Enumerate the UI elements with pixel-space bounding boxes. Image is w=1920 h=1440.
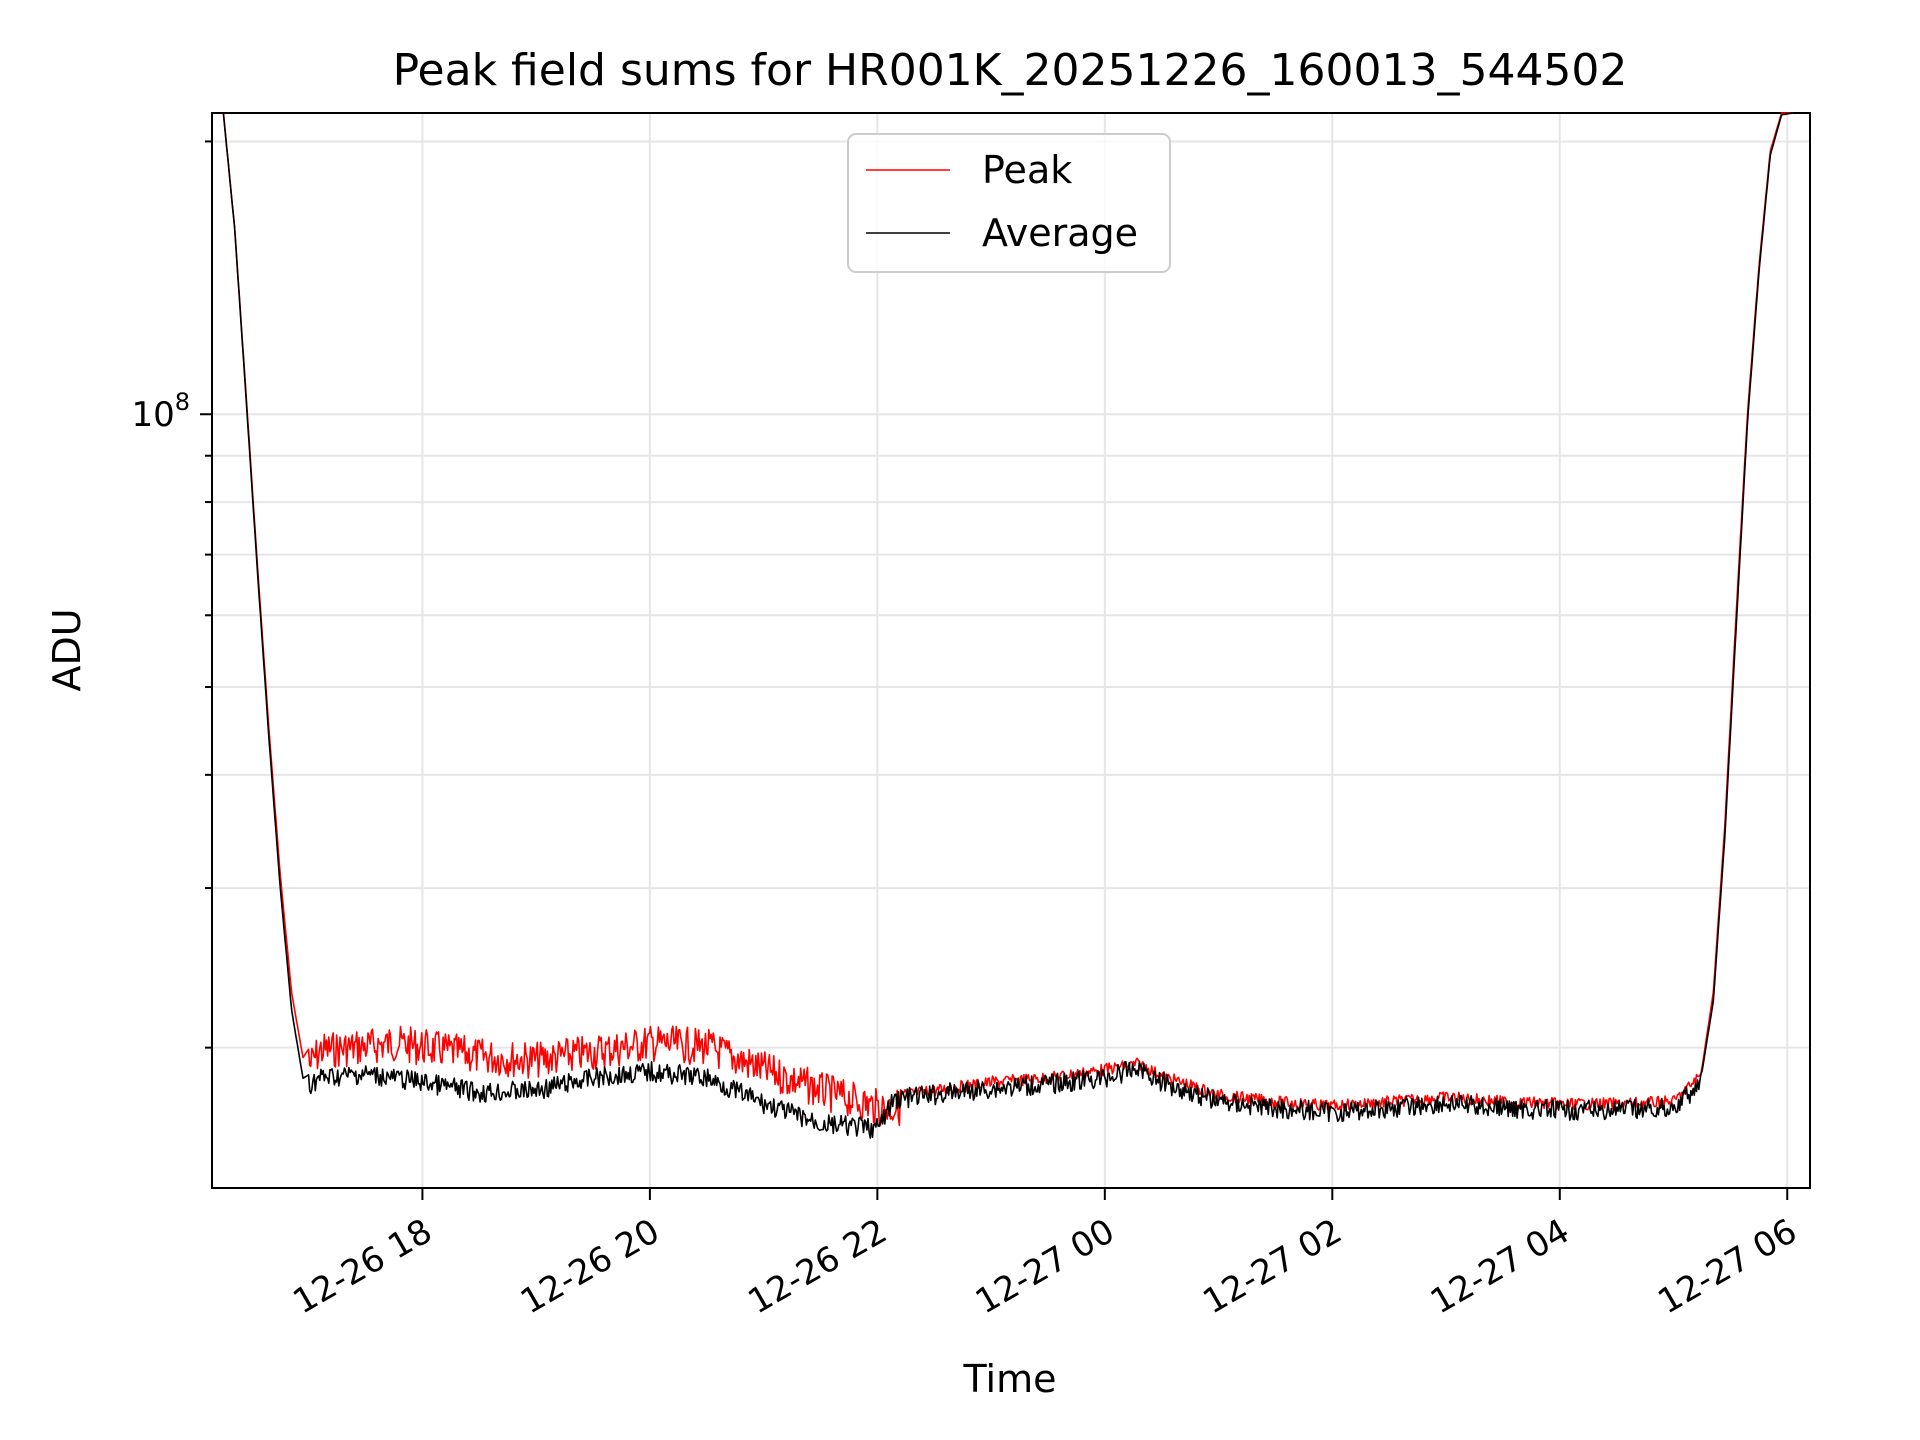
- x-tick-label: 12-26 20: [514, 1211, 666, 1322]
- plot-area-frame: [211, 112, 1811, 1189]
- x-tick-label: 12-26 22: [741, 1211, 893, 1322]
- x-tick-label: 12-27 00: [969, 1211, 1121, 1322]
- y-axis-label: ADU: [45, 608, 89, 691]
- x-tick-label: 12-27 06: [1651, 1211, 1803, 1322]
- x-axis: 12-26 18 12-26 20 12-26 22 12-27 00 12-27 02…: [287, 1188, 1804, 1322]
- chart-title: Peak field sums for HR001K_20251226_1600…: [393, 45, 1628, 96]
- x-tick-label: 12-26 18: [287, 1211, 439, 1322]
- grid: [212, 113, 1810, 1188]
- series-line-peak: [222, 112, 1793, 1127]
- x-axis-label: Time: [963, 1357, 1057, 1401]
- y-tick-label: 108: [131, 388, 190, 435]
- series: [222, 112, 1794, 1139]
- x-tick-label: 12-27 02: [1196, 1211, 1348, 1322]
- legend-label-peak: Peak: [982, 148, 1072, 192]
- series-line-average: [222, 112, 1794, 1139]
- legend-box: [847, 133, 1171, 273]
- legend: Peak Average: [847, 133, 1171, 273]
- legend-label-average: Average: [982, 211, 1138, 255]
- y-axis: 108: [131, 140, 212, 1049]
- x-tick-label: 12-27 04: [1424, 1211, 1576, 1322]
